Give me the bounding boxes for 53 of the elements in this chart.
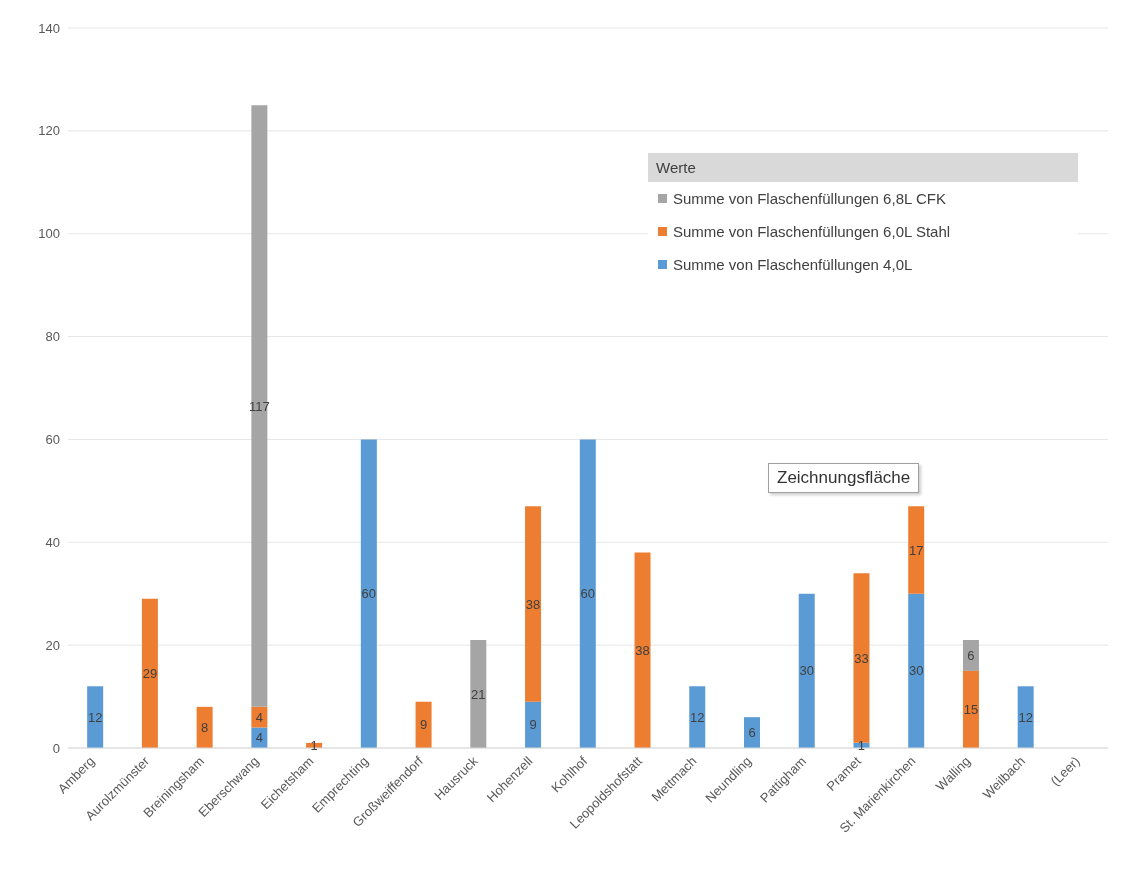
- bar: [798, 593, 815, 748]
- data-label: 12: [1018, 709, 1033, 725]
- bar: [525, 506, 542, 702]
- data-label: 6: [967, 648, 975, 664]
- data-label: 6: [748, 725, 756, 741]
- y-tick-label: 120: [38, 123, 60, 139]
- y-tick-label: 80: [45, 329, 60, 345]
- bar: [908, 506, 925, 594]
- legend-label: Summe von Flaschenfüllungen 6,0L Stahl: [673, 223, 951, 240]
- data-label: 9: [529, 717, 537, 733]
- bar: [87, 686, 104, 748]
- data-label: 21: [471, 686, 486, 702]
- data-label: 8: [201, 720, 209, 736]
- data-label: 60: [361, 586, 377, 602]
- bar: [962, 640, 979, 671]
- data-label: 29: [142, 666, 158, 682]
- y-tick-label: 140: [38, 20, 60, 36]
- y-tick-label: 0: [52, 740, 60, 756]
- bar: [1017, 686, 1034, 748]
- y-tick-label: 40: [45, 534, 60, 550]
- bar: [251, 105, 268, 707]
- data-label: 30: [799, 663, 814, 679]
- legend-label: Summe von Flaschenfüllungen 6,8L CFK: [673, 190, 946, 207]
- legend-header: Werte: [648, 153, 1078, 182]
- legend-label: Summe von Flaschenfüllungen 4,0L: [673, 256, 913, 273]
- data-label: 4: [255, 709, 263, 725]
- bar: [634, 552, 651, 748]
- data-label: 12: [87, 709, 103, 725]
- data-label: 12: [690, 709, 705, 725]
- y-tick-label: 60: [45, 432, 60, 448]
- data-label: 38: [635, 642, 650, 658]
- bar: [141, 598, 158, 748]
- y-tick-label: 20: [45, 637, 60, 653]
- bar: [962, 670, 979, 748]
- data-label: 33: [854, 650, 869, 666]
- bar: [689, 686, 706, 748]
- bar: [415, 701, 432, 748]
- data-label: 17: [908, 542, 924, 558]
- data-label: 15: [963, 702, 979, 718]
- bar: [196, 706, 213, 748]
- data-label: 30: [908, 663, 924, 679]
- bar: [853, 573, 870, 743]
- annotation: Zeichnungsfläche: [768, 463, 920, 493]
- data-label: 60: [580, 586, 596, 602]
- y-tick-label: 100: [38, 226, 60, 242]
- bar: [360, 439, 377, 748]
- data-label: 38: [525, 596, 541, 612]
- bar: [579, 439, 596, 748]
- data-label: 4: [255, 730, 263, 746]
- bar: [470, 640, 487, 748]
- bar: [525, 701, 542, 748]
- bar: [908, 593, 925, 748]
- data-label: 9: [419, 717, 428, 733]
